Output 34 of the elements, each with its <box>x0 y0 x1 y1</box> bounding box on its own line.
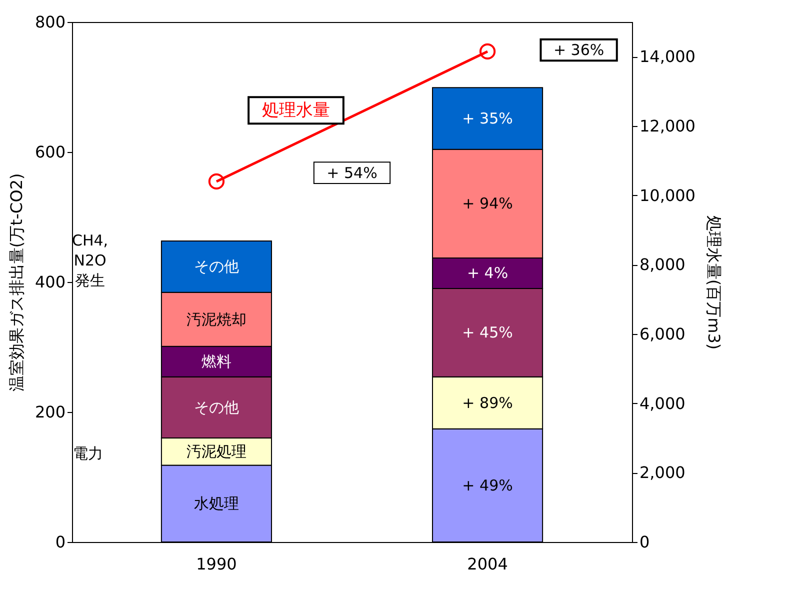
annotation: + 89% <box>462 394 513 412</box>
y2-tick-label: 8,000 <box>640 255 686 274</box>
y-tick-label: 400 <box>34 272 66 292</box>
annotation: + 54% <box>326 164 378 182</box>
annotation: CH4, N2O 発生 <box>72 231 108 290</box>
series-label: 処理水量 <box>262 100 330 120</box>
y2-tick-label: 4,000 <box>640 394 686 413</box>
y2-tick-label: 12,000 <box>640 116 696 136</box>
annotation: + 45% <box>462 324 513 342</box>
annotation: + 35% <box>462 110 513 128</box>
series-label: 水処理 <box>194 494 239 513</box>
series-label: 汚泥焼却 <box>186 310 246 328</box>
y-tick-label: 800 <box>34 12 66 32</box>
y2-tick-label: 10,000 <box>640 186 696 205</box>
annotation: 電力 <box>73 444 103 463</box>
series-label: その他 <box>194 398 239 416</box>
x-tick-label: 1990 <box>196 554 237 574</box>
y-tick-label: 200 <box>34 402 66 422</box>
y2-tick-label: 2,000 <box>640 463 686 482</box>
annotation: + 94% <box>462 194 513 213</box>
series-label: 燃料 <box>201 352 232 371</box>
series-label: その他 <box>194 258 239 276</box>
y2-axis-title: 処理水量(百万m3) <box>704 215 724 350</box>
annotation: + 49% <box>462 476 513 494</box>
y2-tick-label: 14,000 <box>640 47 696 66</box>
y2-tick-label: 0 <box>640 532 650 552</box>
y2-tick-label: 6,000 <box>640 324 686 344</box>
annotation: + 4% <box>466 264 508 282</box>
x-tick-label: 2004 <box>467 554 508 574</box>
y-axis-title: 温室効果ガス排出量(万t-CO2) <box>6 173 26 392</box>
series-label: 汚泥処理 <box>186 442 246 461</box>
annotation: + 36% <box>553 41 604 59</box>
y-tick-label: 0 <box>55 532 66 552</box>
y-tick-label: 600 <box>34 142 66 162</box>
